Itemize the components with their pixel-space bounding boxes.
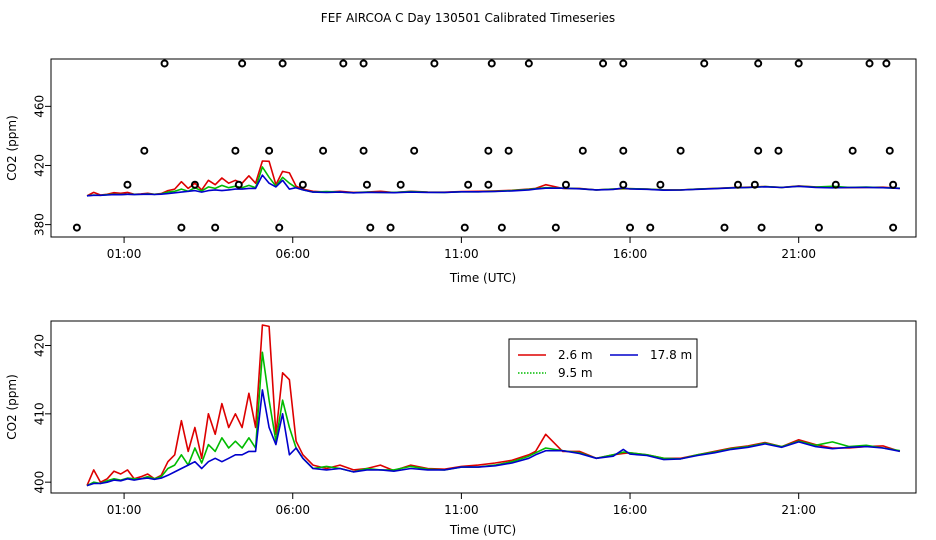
cal-point-marker xyxy=(794,59,803,68)
top-series-line-2 xyxy=(86,174,900,197)
cal-point-marker xyxy=(619,146,628,155)
cal-point-marker xyxy=(410,146,419,155)
cal-point-marker xyxy=(561,180,570,189)
cal-point-marker xyxy=(234,180,243,189)
cal-point-marker xyxy=(733,180,742,189)
cal-point-marker xyxy=(275,223,284,232)
cal-point-marker xyxy=(524,59,533,68)
cal-point-marker xyxy=(504,146,513,155)
cal-point-marker xyxy=(319,146,328,155)
legend-label-2-6m: 2.6 m xyxy=(558,348,593,362)
cal-point-marker xyxy=(278,59,287,68)
cal-point-marker xyxy=(497,223,506,232)
cal-point-marker xyxy=(231,146,240,155)
cal-point-marker xyxy=(889,180,898,189)
top-ytick-label: 380 xyxy=(33,213,47,236)
legend-label-9-5m: 9.5 m xyxy=(558,366,593,380)
cal-point-marker xyxy=(619,180,628,189)
cal-point-marker xyxy=(882,59,891,68)
top-panel: 380 420 460 01:00 06:00 11:00 16:00 21:00 CO2 … xyxy=(5,58,917,285)
cal-point-marker xyxy=(460,223,469,232)
cal-point-marker xyxy=(831,180,840,189)
bottom-panel: 400 410 420 01:00 06:00 11:00 16:00 21:00 CO2 … xyxy=(5,320,917,537)
bot-ytick-label: 410 xyxy=(33,402,47,425)
bot-xtick-label: 11:00 xyxy=(444,503,479,517)
cal-point-marker xyxy=(626,223,635,232)
cal-point-marker xyxy=(814,223,823,232)
cal-point-marker xyxy=(298,180,307,189)
cal-point-marker xyxy=(362,180,371,189)
top-xtick-label: 11:00 xyxy=(444,247,479,261)
cal-point-marker xyxy=(484,146,493,155)
cal-point-marker xyxy=(487,59,496,68)
cal-point-marker xyxy=(656,180,665,189)
cal-point-marker xyxy=(123,180,132,189)
top-xtick-label: 06:00 xyxy=(275,247,310,261)
cal-point-marker xyxy=(140,146,149,155)
cal-point-marker xyxy=(599,59,608,68)
cal-point-marker xyxy=(72,223,81,232)
legend-label-17-8m: 17.8 m xyxy=(650,348,692,362)
cal-point-marker xyxy=(700,59,709,68)
cal-point-marker xyxy=(889,223,898,232)
cal-point-marker xyxy=(848,146,857,155)
cal-point-marker xyxy=(885,146,894,155)
bot-xtick-label: 21:00 xyxy=(781,503,816,517)
cal-point-marker xyxy=(646,223,655,232)
cal-point-marker xyxy=(359,146,368,155)
cal-point-marker xyxy=(774,146,783,155)
cal-point-marker xyxy=(676,146,685,155)
bottom-ylabel: CO2 (ppm) xyxy=(5,374,19,440)
bot-ytick-label: 400 xyxy=(33,471,47,494)
cal-point-marker xyxy=(750,180,759,189)
legend: 2.6 m 9.5 m 17.8 m xyxy=(508,338,698,388)
bot-ytick-label: 420 xyxy=(33,334,47,357)
cal-point-marker xyxy=(190,180,199,189)
cal-point-marker xyxy=(754,59,763,68)
bot-series-line-2 xyxy=(86,389,901,487)
cal-point-marker xyxy=(720,223,729,232)
figure-title: FEF AIRCOA C Day 130501 Calibrated Times… xyxy=(321,11,615,25)
cal-point-marker xyxy=(619,59,628,68)
cal-point-marker xyxy=(430,59,439,68)
cal-point-marker xyxy=(211,223,220,232)
cal-point-marker xyxy=(551,223,560,232)
cal-point-marker xyxy=(238,59,247,68)
bottom-xlabel: Time (UTC) xyxy=(449,523,516,537)
cal-point-marker xyxy=(578,146,587,155)
bottom-plot-frame xyxy=(50,320,917,494)
cal-point-marker xyxy=(366,223,375,232)
cal-point-marker xyxy=(386,223,395,232)
cal-point-marker xyxy=(865,59,874,68)
top-plot-frame xyxy=(50,58,917,238)
top-xtick-label: 01:00 xyxy=(107,247,142,261)
top-ytick-label: 460 xyxy=(33,95,47,118)
cal-point-marker xyxy=(757,223,766,232)
bot-xtick-label: 06:00 xyxy=(275,503,310,517)
top-xtick-label: 16:00 xyxy=(613,247,648,261)
cal-point-marker xyxy=(265,146,274,155)
cal-point-marker xyxy=(177,223,186,232)
cal-point-marker xyxy=(339,59,348,68)
bot-xtick-label: 01:00 xyxy=(107,503,142,517)
top-xtick-label: 21:00 xyxy=(781,247,816,261)
cal-point-marker xyxy=(754,146,763,155)
legend-box xyxy=(508,338,698,388)
top-ylabel: CO2 (ppm) xyxy=(5,115,19,181)
top-ytick-label: 420 xyxy=(33,154,47,177)
cal-point-marker xyxy=(484,180,493,189)
cal-point-marker xyxy=(464,180,473,189)
top-xlabel: Time (UTC) xyxy=(449,271,516,285)
bot-xtick-label: 16:00 xyxy=(613,503,648,517)
cal-point-marker xyxy=(359,59,368,68)
cal-point-marker xyxy=(396,180,405,189)
cal-point-marker xyxy=(160,59,169,68)
